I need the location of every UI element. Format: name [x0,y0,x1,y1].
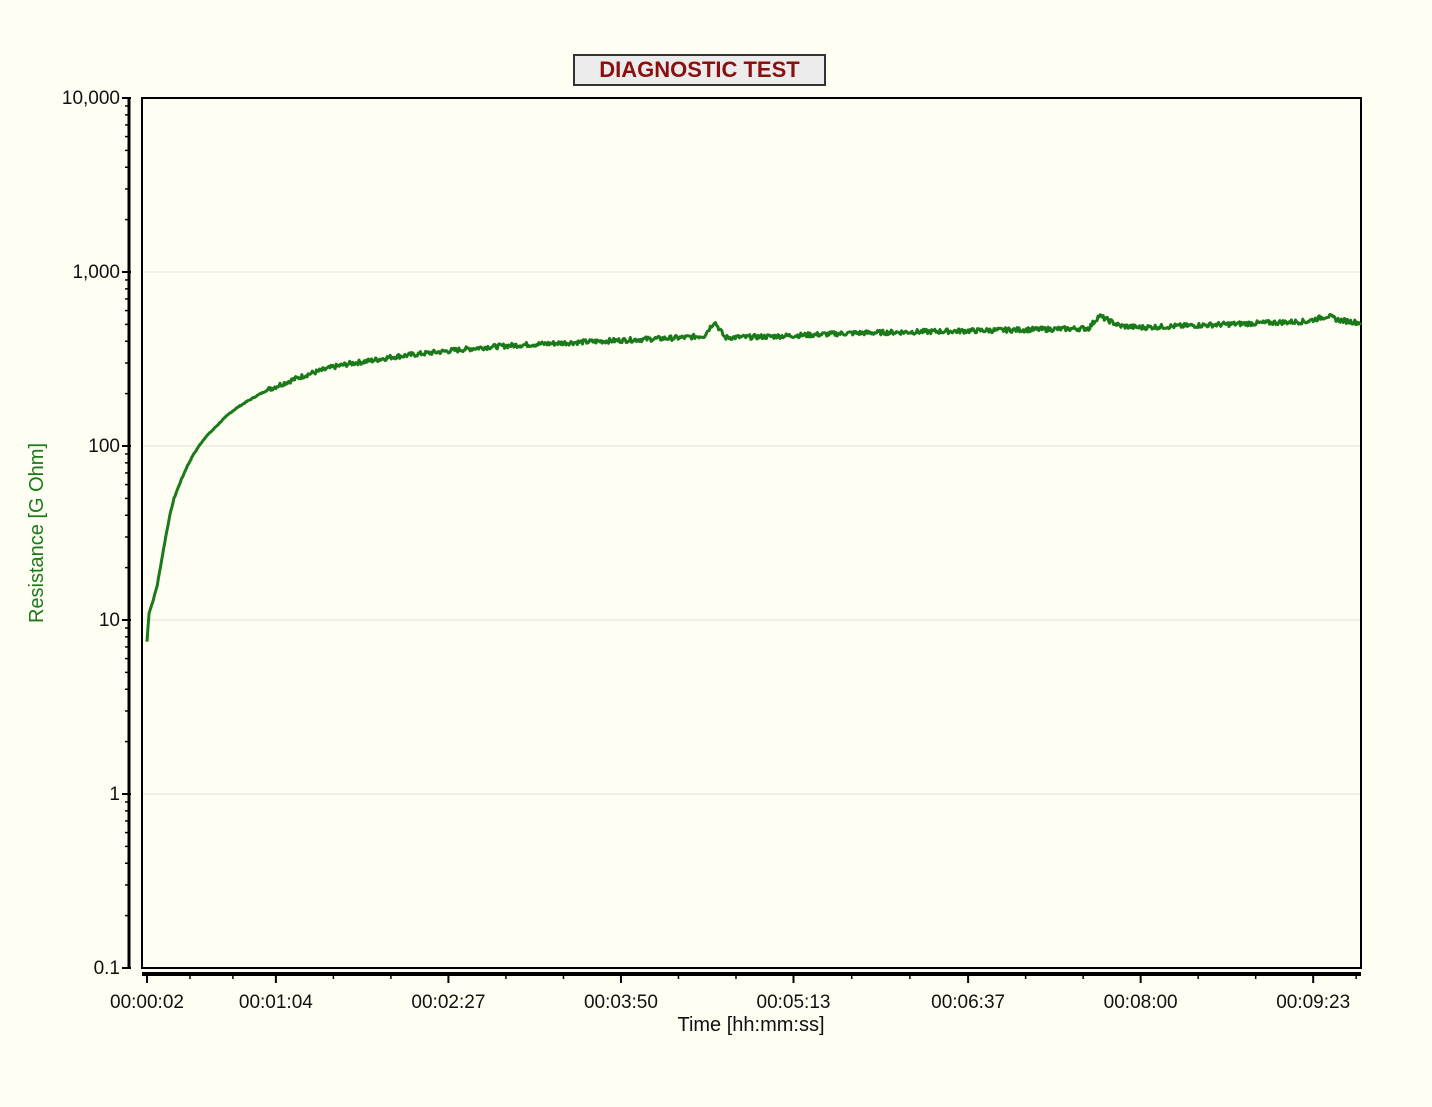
y-tick-label: 0.1 [94,958,120,979]
y-tick-label: 10 [99,610,120,631]
chart-title: DIAGNOSTIC TEST [573,54,826,86]
x-axis: 00:00:02 00:01:04 00:02:27 00:03:50 00:05:13… [110,972,1361,1013]
y-axis-title: Resistance [G Ohm] [26,443,48,623]
plot-area [141,97,1362,969]
y-tick-label: 10,000 [62,88,120,109]
x-axis-title: Time [hh:mm:ss] [677,1014,824,1036]
series-line-resistance [145,313,1363,642]
x-tick-label: 00:00:02 [110,992,184,1013]
grid-lines [142,271,1361,795]
x-tick-label: 00:09:23 [1276,992,1350,1013]
x-tick-label: 00:05:13 [757,992,831,1013]
x-tick-label: 00:01:04 [239,992,313,1013]
x-tick-label: 00:03:50 [584,992,658,1013]
x-tick-label: 00:02:27 [411,992,485,1013]
y-tick-label: 100 [88,436,120,457]
y-tick-label: 1,000 [72,262,120,283]
y-axis: 0.1 1 10 100 1,000 10,000 [62,88,131,979]
x-tick-label: 00:06:37 [931,992,1005,1013]
x-tick-label: 00:08:00 [1104,992,1178,1013]
y-tick-label: 1 [109,784,120,805]
